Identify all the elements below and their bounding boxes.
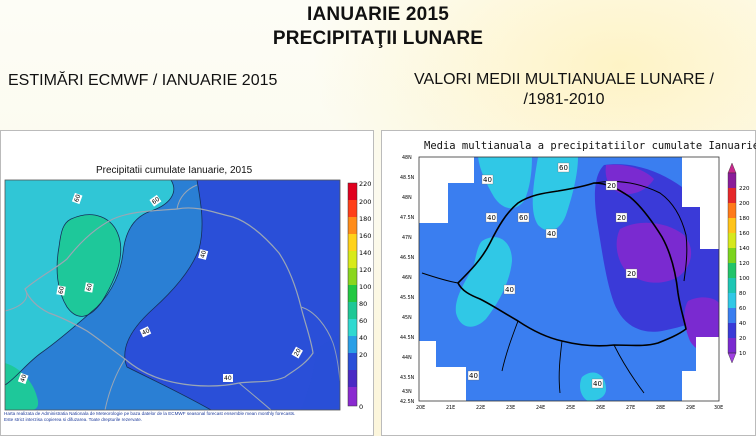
- lat-tick: 43N: [402, 389, 412, 395]
- lon-tick: 26E: [596, 405, 605, 411]
- right-heading-line2: /1981-2010: [523, 91, 605, 108]
- lon-tick: 29E: [686, 405, 695, 411]
- right-colorbar-tick: 80: [739, 291, 746, 297]
- lat-tick: 46.5N: [400, 255, 415, 261]
- left-colorbar-tick: 40: [359, 334, 367, 342]
- lat-tick: 47.5N: [400, 215, 415, 221]
- lon-tick: 21E: [446, 405, 455, 411]
- right-colorbar-ticks: 220 200 180 160 140 120 100 80 60 40 20 …: [739, 186, 750, 357]
- precip-band-80-100: [57, 214, 121, 317]
- mean-band-under-20-east: [616, 222, 692, 283]
- left-colorbar-tick: 0: [359, 403, 363, 411]
- multiannual-mean-map: 48N 48.5N 48N 47.5N 47N 46.5N 46N 45.5N …: [400, 155, 750, 411]
- lon-tick: 20E: [416, 405, 425, 411]
- ecmwf-forecast-map-panel: Precipitatii cumulate Ianuarie, 2015: [0, 130, 374, 436]
- left-contour-label: 40: [224, 375, 232, 382]
- left-contour-label: 40: [141, 327, 151, 337]
- lat-tick: 48.5N: [400, 175, 415, 181]
- right-colorbar-tick: 220: [739, 186, 750, 192]
- lat-tick: 45N: [402, 315, 412, 321]
- left-contour-label: 40: [19, 373, 28, 383]
- right-map-lon-ticks: 20E 21E 22E 23E 24E 25E 26E 27E 28E 29E …: [416, 405, 723, 411]
- right-contour-label: 40: [593, 380, 602, 388]
- lon-tick: 24E: [536, 405, 545, 411]
- slide-subtitle: PRECIPITAŢII LUNARE: [272, 28, 484, 49]
- right-contour-label: 40: [505, 286, 514, 294]
- lon-tick: 30E: [714, 405, 723, 411]
- left-colorbar-tick: 180: [359, 215, 371, 223]
- left-colorbar-tick: 200: [359, 198, 371, 206]
- lon-tick: 28E: [656, 405, 665, 411]
- left-contour-label: 60: [73, 193, 82, 203]
- right-heading: VALORI MEDII MULTIANUALE LUNARE / /1981-…: [394, 70, 734, 110]
- right-colorbar-tick: 200: [739, 201, 750, 207]
- lat-tick: 44N: [402, 355, 412, 361]
- lat-tick: 48N: [402, 155, 412, 161]
- right-heading-line1: VALORI MEDII MULTIANUALE LUNARE /: [414, 71, 714, 88]
- right-contour-label: 40: [487, 214, 496, 222]
- right-colorbar-tick: 160: [739, 231, 750, 237]
- lon-tick: 22E: [476, 405, 485, 411]
- mean-band-60-80-north: [478, 157, 532, 209]
- left-colorbar: [347, 182, 358, 407]
- left-colorbar-tick: 160: [359, 232, 371, 240]
- lon-tick: 27E: [626, 405, 635, 411]
- left-contour-label: 60: [86, 283, 94, 292]
- right-colorbar: [727, 162, 737, 364]
- mean-band-60-80-west: [455, 237, 512, 327]
- left-colorbar-tick: 120: [359, 266, 371, 274]
- right-colorbar-tick: 60: [739, 306, 746, 312]
- romania-border: [457, 182, 687, 347]
- mean-band-under-20-north: [605, 164, 654, 195]
- ecmwf-forecast-map: 60 60 60 60 40 40 40 20 40: [4, 179, 371, 411]
- left-contour-label: 40: [199, 250, 208, 259]
- lat-tick: 48N: [402, 195, 412, 201]
- right-contour-label: 60: [519, 214, 528, 222]
- left-contour-label: 60: [58, 286, 66, 295]
- left-colorbar-tick: 20: [359, 351, 367, 359]
- left-colorbar-ticks: 220 200 180 160 140 120 100 80 60 40 20 …: [359, 180, 371, 411]
- left-heading: ESTIMĂRI ECMWF / IANUARIE 2015: [8, 72, 278, 89]
- right-contour-label: 20: [617, 214, 626, 222]
- lat-tick: 47N: [402, 235, 412, 241]
- left-contour-label: 20: [293, 347, 303, 357]
- mean-band-60-80-carpathians: [532, 157, 578, 231]
- left-contour-label: 60: [151, 196, 161, 206]
- lat-tick: 45.5N: [400, 295, 415, 301]
- left-colorbar-tick: 220: [359, 180, 371, 188]
- right-colorbar-tick: 120: [739, 261, 750, 267]
- right-colorbar-tick: 20: [739, 336, 746, 342]
- precip-band-sw: [5, 363, 39, 410]
- right-contour-label: 40: [547, 230, 556, 238]
- right-map-title: Media multianuala a precipitatiilor cumu…: [424, 140, 756, 152]
- multiannual-mean-map-panel: Media multianuala a precipitatiilor cumu…: [381, 130, 756, 436]
- lat-tick: 44.5N: [400, 335, 415, 341]
- romania-border: [24, 207, 314, 387]
- right-colorbar-tick: 180: [739, 216, 750, 222]
- lat-tick: 42.5N: [400, 399, 415, 405]
- right-colorbar-tick: 140: [739, 246, 750, 252]
- right-map-lat-ticks: 48N 48.5N 48N 47.5N 47N 46.5N 46N 45.5N …: [400, 155, 415, 405]
- lat-tick: 43.5N: [400, 375, 415, 381]
- precip-band-20-40: [124, 180, 340, 410]
- right-contour-label: 20: [607, 182, 616, 190]
- right-contour-label: 60: [559, 164, 568, 172]
- slide-title: IANUARIE 2015: [307, 4, 449, 25]
- lon-tick: 25E: [566, 405, 575, 411]
- right-colorbar-tick: 100: [739, 276, 750, 282]
- left-colorbar-tick: 140: [359, 249, 371, 257]
- right-contour-label: 20: [627, 270, 636, 278]
- lat-tick: 46N: [402, 275, 412, 281]
- right-colorbar-tick: 40: [739, 321, 746, 327]
- left-map-credit-line2: Este strict interzisa copierea si difuza…: [4, 417, 143, 422]
- lon-tick: 23E: [506, 405, 515, 411]
- left-colorbar-tick: 60: [359, 317, 367, 325]
- left-map-credit-line1: Harta realizata de Administratia Nationa…: [4, 411, 296, 416]
- right-colorbar-tick: 10: [739, 351, 746, 357]
- left-colorbar-tick: 80: [359, 300, 367, 308]
- right-contour-label: 40: [469, 372, 478, 380]
- left-colorbar-tick: 100: [359, 283, 371, 291]
- left-map-title: Precipitatii cumulate Ianuarie, 2015: [96, 165, 253, 176]
- right-contour-label: 40: [483, 176, 492, 184]
